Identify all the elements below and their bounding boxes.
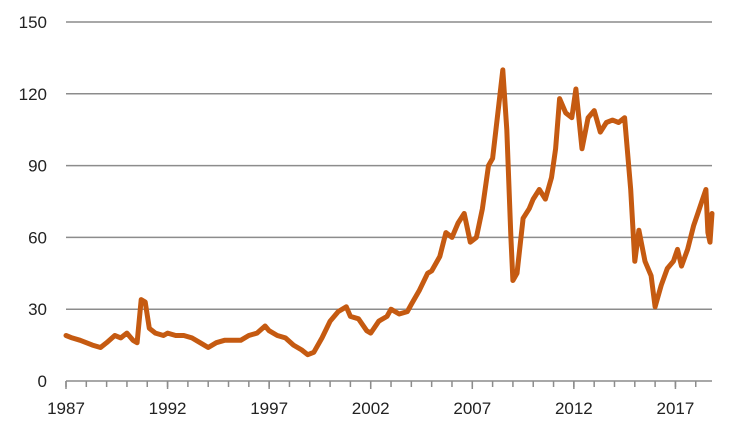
- x-tick-label: 1987: [47, 399, 85, 418]
- y-tick-label: 30: [28, 300, 47, 319]
- x-axis: [65, 380, 712, 389]
- y-tick-label: 120: [19, 85, 47, 104]
- x-axis-tick-labels: 1987 1992 1997 2002 2007 2012 2017: [47, 399, 694, 418]
- y-tick-label: 0: [38, 372, 47, 391]
- x-tick-label: 2007: [453, 399, 491, 418]
- grid-lines: [66, 21, 712, 310]
- x-tick-label: 2002: [352, 399, 390, 418]
- x-tick-label: 2012: [555, 399, 593, 418]
- series-line-0: [63, 67, 715, 358]
- y-tick-label: 60: [28, 228, 47, 247]
- x-tick-label: 1992: [149, 399, 187, 418]
- y-tick-label: 90: [28, 157, 47, 176]
- y-tick-label: 150: [19, 13, 47, 32]
- series-layer: [63, 67, 715, 358]
- y-axis-tick-labels: 0 30 60 90 120 150: [19, 13, 47, 391]
- x-tick-label: 1997: [250, 399, 288, 418]
- x-tick-label: 2017: [657, 399, 695, 418]
